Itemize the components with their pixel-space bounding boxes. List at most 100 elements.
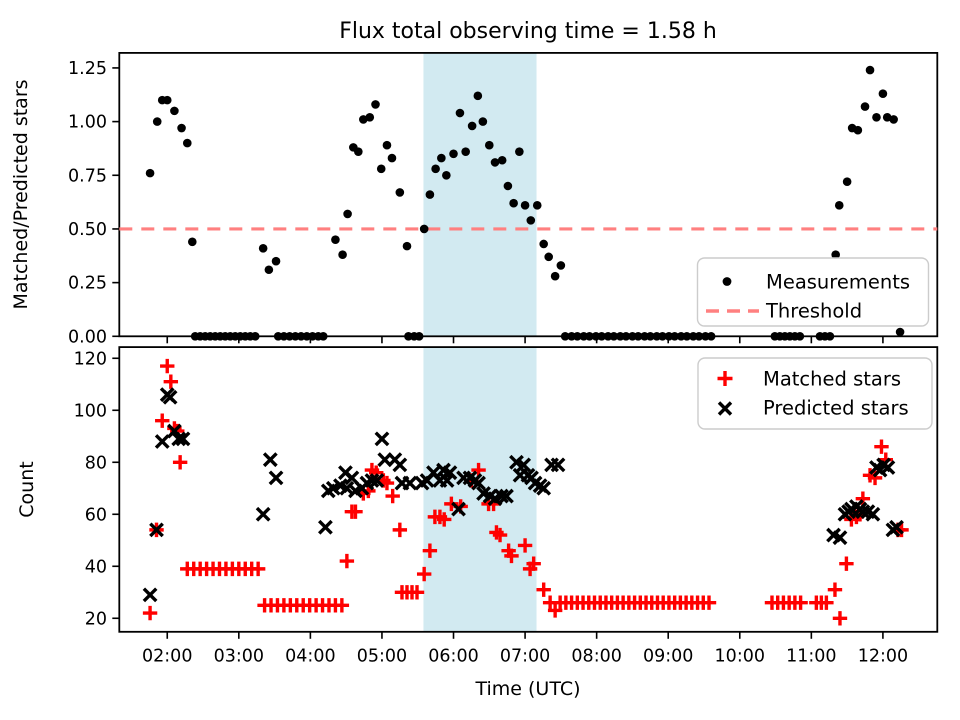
bottom-panel: 20 40 60 80 100 120 02:00 03:00 04:00 05:00 06:00 0… xyxy=(74,346,939,667)
predicted-star-point xyxy=(374,431,390,447)
measurement-point xyxy=(442,170,451,180)
measurement-point xyxy=(825,332,835,341)
measurement-point xyxy=(526,216,536,225)
measurement-point xyxy=(633,332,643,341)
predicted-star-point xyxy=(364,473,380,488)
measurement-point xyxy=(473,91,483,101)
matched-star-point xyxy=(517,538,533,553)
measurement-point xyxy=(585,332,594,341)
x-tick-label: 12:00 xyxy=(858,647,908,667)
matched-star-point xyxy=(422,543,438,558)
measurement-point xyxy=(382,140,392,150)
y-tick-label: 120 xyxy=(74,349,107,369)
legend-predicted-label: Predicted stars xyxy=(763,397,909,420)
matched-star-point xyxy=(163,374,179,389)
predicted-star-point xyxy=(451,501,466,517)
measurement-point xyxy=(573,332,582,341)
measurement-point xyxy=(895,327,905,337)
measurement-point xyxy=(354,147,363,156)
predicted-star-point xyxy=(494,488,509,504)
y-tick-label: 0.00 xyxy=(68,327,107,347)
measurement-point xyxy=(365,113,375,122)
measurement-point xyxy=(455,108,465,118)
x-tick-label: 02:00 xyxy=(142,647,192,667)
measurement-point xyxy=(271,256,281,266)
measurement-point xyxy=(467,121,477,131)
matched-star-point xyxy=(172,455,188,470)
matched-star-point xyxy=(385,488,400,504)
measurement-point xyxy=(556,261,566,270)
predicted-star-point xyxy=(175,431,191,447)
measurement-point xyxy=(509,198,518,208)
legend-top: Measurements Threshold xyxy=(696,257,930,327)
matched-star-point xyxy=(701,595,717,610)
y-tick-label: 40 xyxy=(85,557,107,577)
measurement-point xyxy=(865,65,875,75)
predicted-star-point xyxy=(516,457,532,473)
x-tick-label: 09:00 xyxy=(643,647,693,667)
predicted-star-point xyxy=(536,480,552,496)
predicted-star-point xyxy=(142,587,158,603)
y-axis-label-top: Matched/Predicted stars xyxy=(10,79,32,309)
axes-frame xyxy=(118,52,939,338)
matched-star-point xyxy=(348,504,363,519)
predicted-star-point xyxy=(149,522,164,538)
predicted-star-point xyxy=(392,457,408,473)
predicted-star-point xyxy=(832,530,848,546)
measurement-point xyxy=(670,332,679,341)
measurement-point xyxy=(376,164,386,174)
x-axis-label: Time (UTC) xyxy=(474,678,580,700)
legend-matched-label: Matched stars xyxy=(763,368,901,391)
measurement-point xyxy=(449,149,458,159)
measurement-point xyxy=(258,243,268,253)
matched-star-point xyxy=(839,556,854,571)
predicted-x-icon xyxy=(717,401,733,416)
measurement-point xyxy=(597,332,606,341)
legend-threshold-label: Threshold xyxy=(765,300,862,323)
measurement-point xyxy=(187,237,197,247)
measurement-point xyxy=(425,190,435,199)
measurement-point xyxy=(860,102,870,111)
measurement-point xyxy=(532,201,542,210)
measurement-point xyxy=(544,252,553,262)
matched-star-point xyxy=(793,595,808,610)
y-tick-label: 60 xyxy=(85,505,107,525)
matched-star-point xyxy=(416,566,432,582)
measurement-point xyxy=(478,117,488,126)
axes-frame xyxy=(118,346,939,633)
measurement-point xyxy=(338,250,347,260)
legend-bottom-box xyxy=(697,357,933,430)
x-tick-label: 11:00 xyxy=(786,647,836,667)
y-tick-label: 0.75 xyxy=(68,166,107,186)
matched-star-point xyxy=(492,527,508,543)
measurement-point xyxy=(609,332,619,341)
measurement-point xyxy=(419,224,429,234)
matched-star-point xyxy=(526,556,541,571)
legend-measurements-label: Measurements xyxy=(766,271,910,294)
measurement-point xyxy=(497,155,507,165)
x-tick-label: 04:00 xyxy=(285,647,335,667)
y-tick-label: 1.00 xyxy=(68,113,107,133)
y-tick-label: 100 xyxy=(74,401,107,421)
y-tick-label: 1.25 xyxy=(68,59,107,79)
measurement-point xyxy=(437,153,446,163)
matched-star-point xyxy=(379,475,395,491)
matched-star-point xyxy=(819,595,834,610)
predicted-star-point xyxy=(855,504,871,520)
observing-window-band xyxy=(423,52,537,337)
measurement-point xyxy=(872,113,881,122)
measurement-point xyxy=(484,140,494,150)
measurement-point xyxy=(520,201,530,210)
measurement-point xyxy=(331,235,340,244)
measurement-point xyxy=(162,95,172,105)
y-tick-label: 0.50 xyxy=(68,220,107,240)
x-tick-label: 08:00 xyxy=(571,647,621,667)
legend-bottom: Matched stars Predicted stars xyxy=(697,357,933,430)
predicted-star-point xyxy=(154,434,170,449)
matched-star-point xyxy=(155,413,170,428)
measurement-point xyxy=(550,271,560,281)
measurement-point xyxy=(170,106,179,116)
legend-top-box xyxy=(696,257,930,327)
measurement-point xyxy=(414,332,424,341)
predicted-star-point xyxy=(865,506,881,522)
